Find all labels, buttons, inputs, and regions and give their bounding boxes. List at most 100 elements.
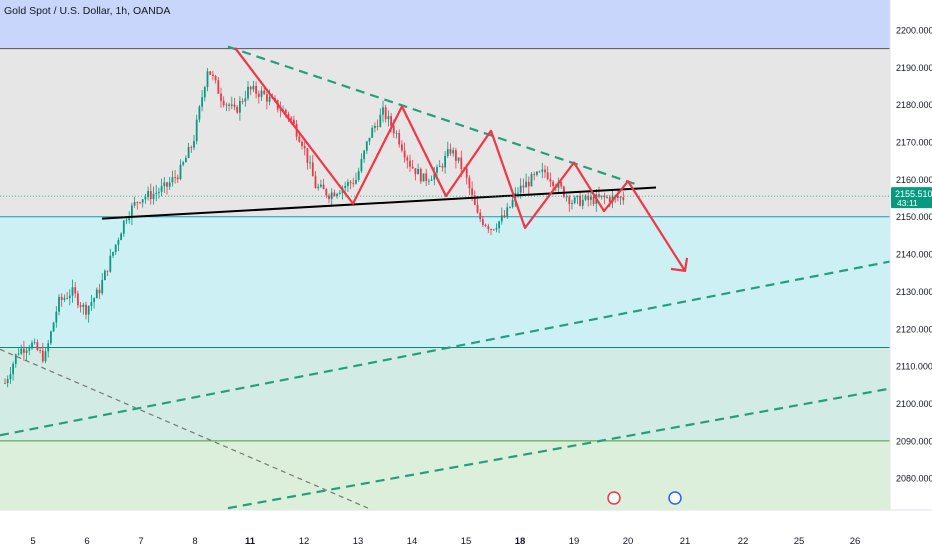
candle-body-136 bbox=[371, 127, 374, 138]
candle-body-157 bbox=[428, 180, 430, 182]
candle-body-41 bbox=[114, 244, 117, 253]
candle-body-22 bbox=[63, 298, 66, 300]
arrow-head-icon bbox=[670, 257, 689, 273]
candle-body-29 bbox=[82, 304, 85, 307]
candle-body-68 bbox=[187, 147, 190, 158]
candle-body-149 bbox=[406, 157, 409, 161]
candle-body-50 bbox=[139, 202, 141, 204]
candle-body-141 bbox=[384, 107, 387, 120]
candle-body-105 bbox=[287, 113, 290, 118]
candle-body-40 bbox=[112, 252, 114, 256]
candle-body-195 bbox=[530, 174, 533, 187]
candle-body-21 bbox=[60, 296, 63, 300]
zone-4 bbox=[0, 440, 890, 510]
price-tick-1: 2190.000 bbox=[896, 63, 932, 73]
channel-lower-line bbox=[227, 387, 891, 510]
candle-body-145 bbox=[395, 133, 398, 134]
price-tick-9: 2110.000 bbox=[896, 362, 932, 372]
candle-body-14 bbox=[41, 350, 44, 362]
candle-body-199 bbox=[541, 169, 544, 172]
candle-body-54 bbox=[149, 191, 152, 200]
price-tick-12: 2080.000 bbox=[896, 474, 932, 484]
candle-body-107 bbox=[293, 119, 295, 124]
candle-body-73 bbox=[201, 97, 203, 107]
candle-body-142 bbox=[387, 116, 390, 120]
candle-body-203 bbox=[552, 181, 554, 187]
candle-body-218 bbox=[592, 196, 595, 204]
candle-body-58 bbox=[160, 186, 163, 192]
candle-body-184 bbox=[500, 215, 503, 222]
price-tick-0: 2200.000 bbox=[896, 25, 932, 35]
candle-body-6 bbox=[20, 348, 23, 354]
candle-body-146 bbox=[398, 133, 401, 145]
candle-body-61 bbox=[168, 182, 171, 187]
price-tick-10: 2100.000 bbox=[896, 399, 932, 409]
time-tick-14: 25 bbox=[794, 536, 805, 547]
neckline bbox=[101, 186, 657, 220]
candle-body-82 bbox=[225, 104, 228, 106]
candle-body-31 bbox=[87, 305, 90, 315]
candle-body-30 bbox=[85, 304, 87, 315]
candle-body-46 bbox=[128, 217, 131, 221]
candle-body-72 bbox=[198, 106, 201, 120]
candle-body-162 bbox=[441, 165, 444, 168]
candle-body-110 bbox=[301, 141, 303, 147]
candle-body-167 bbox=[455, 150, 457, 161]
candle-body-229 bbox=[622, 197, 625, 201]
candle-body-1 bbox=[6, 379, 9, 384]
candle-body-137 bbox=[374, 125, 376, 128]
candle-body-24 bbox=[68, 295, 71, 299]
candle-body-98 bbox=[268, 97, 271, 102]
candle-body-91 bbox=[249, 86, 252, 90]
candle-body-69 bbox=[190, 147, 193, 148]
candle-body-151 bbox=[411, 166, 414, 169]
candle-body-18 bbox=[52, 322, 55, 332]
candle-body-159 bbox=[433, 172, 436, 180]
candle-body-185 bbox=[503, 215, 506, 217]
candle-body-160 bbox=[436, 166, 438, 173]
candle-body-169 bbox=[460, 157, 463, 170]
candle-body-118 bbox=[322, 184, 325, 190]
candle-body-190 bbox=[517, 192, 519, 194]
candle-body-138 bbox=[376, 125, 379, 127]
candle-body-12 bbox=[36, 342, 39, 351]
candle-body-3 bbox=[12, 363, 14, 375]
price-tick-3: 2170.000 bbox=[896, 137, 932, 147]
candle-body-124 bbox=[338, 192, 341, 194]
time-tick-15: 26 bbox=[850, 536, 861, 547]
candle-body-158 bbox=[430, 179, 433, 181]
candle-body-132 bbox=[360, 159, 363, 172]
candle-body-214 bbox=[581, 199, 584, 206]
candle-body-152 bbox=[414, 168, 417, 175]
candle-body-51 bbox=[141, 199, 144, 203]
candle-body-201 bbox=[546, 172, 549, 180]
price-tick-11: 2090.000 bbox=[896, 436, 932, 446]
candle-body-161 bbox=[438, 165, 441, 167]
candle-body-227 bbox=[617, 195, 619, 198]
current-price-badge bbox=[891, 187, 932, 209]
candle-body-53 bbox=[147, 191, 149, 197]
candle-body-221 bbox=[600, 195, 603, 197]
candle-body-86 bbox=[236, 106, 239, 113]
candle-body-19 bbox=[55, 311, 58, 323]
price-axis bbox=[890, 0, 932, 550]
candle-body-182 bbox=[495, 228, 498, 230]
candle-body-60 bbox=[166, 182, 168, 187]
candle-body-207 bbox=[563, 186, 565, 197]
candle-body-57 bbox=[158, 191, 160, 193]
candle-body-78 bbox=[214, 75, 217, 81]
candle-body-64 bbox=[176, 177, 179, 180]
candle-body-85 bbox=[233, 104, 236, 107]
candle-body-74 bbox=[203, 87, 206, 98]
candle-body-65 bbox=[179, 164, 182, 180]
price-tick-2: 2180.000 bbox=[896, 100, 932, 110]
candle-body-37 bbox=[104, 270, 106, 281]
candle-body-178 bbox=[484, 224, 487, 227]
candle-body-94 bbox=[257, 93, 260, 97]
time-tick-11: 20 bbox=[623, 536, 634, 547]
time-tick-3: 8 bbox=[192, 536, 197, 547]
candle-body-27 bbox=[77, 293, 79, 306]
candle-body-131 bbox=[357, 171, 360, 180]
candle-body-76 bbox=[209, 71, 212, 75]
